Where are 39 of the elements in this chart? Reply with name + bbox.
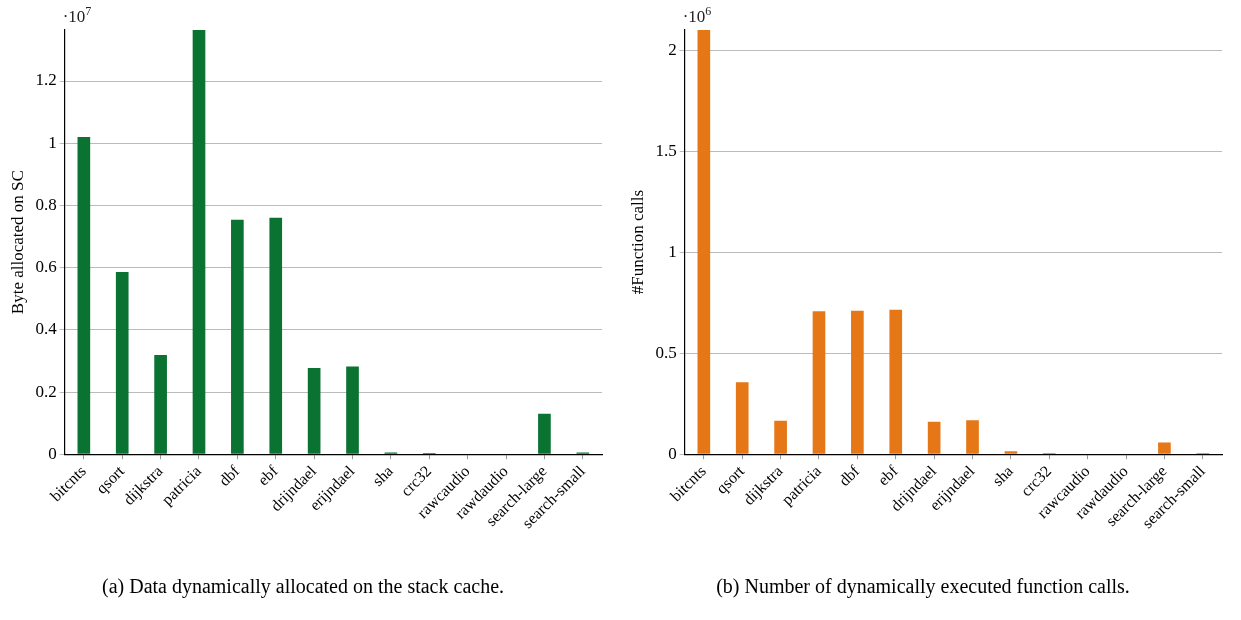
bar <box>346 366 359 454</box>
y-tick-label: 0.8 <box>35 194 57 214</box>
bar <box>1158 442 1171 454</box>
x-tick-label: dbf <box>835 461 863 490</box>
bar <box>927 421 941 454</box>
y-tick-label: 0 <box>48 443 57 463</box>
bar <box>231 219 244 454</box>
bar <box>192 30 206 454</box>
y-tick-label: 1 <box>668 241 677 261</box>
y-tick-label: 0.4 <box>35 319 58 339</box>
bar <box>735 382 749 454</box>
y-tick-label: 1.5 <box>655 140 677 160</box>
y-tick-label: 1 <box>48 132 57 152</box>
y-tick-label: 0.5 <box>655 342 677 362</box>
y-tick-label: 1.2 <box>35 70 57 90</box>
bar <box>774 420 787 454</box>
y-tick-label: 2 <box>668 39 677 59</box>
x-tick-label: sha <box>368 462 396 490</box>
bar <box>307 368 321 454</box>
y-tick-label: 0 <box>668 443 677 463</box>
bar <box>1004 451 1018 454</box>
bar <box>966 420 979 454</box>
y-tick-label: 0.2 <box>35 381 57 401</box>
bar <box>538 413 551 454</box>
y-axis-title: #Function calls <box>627 189 647 295</box>
x-tick-label: sha <box>988 462 1016 490</box>
y-tick-label: 0.6 <box>35 257 57 277</box>
bar <box>697 30 711 454</box>
text: (b) Number of dynamically executed function calls. <box>716 575 1130 599</box>
bar <box>115 271 129 454</box>
bar <box>77 137 91 454</box>
bar <box>812 311 826 454</box>
bar <box>269 217 283 454</box>
bar <box>889 309 903 454</box>
bar <box>154 355 167 454</box>
text: (a) Data dynamically allocated on the stack cache. <box>101 575 505 599</box>
bar <box>851 310 864 454</box>
y-axis-title: Byte allocated on SC <box>7 170 27 315</box>
x-tick-label: dbf <box>215 461 243 490</box>
